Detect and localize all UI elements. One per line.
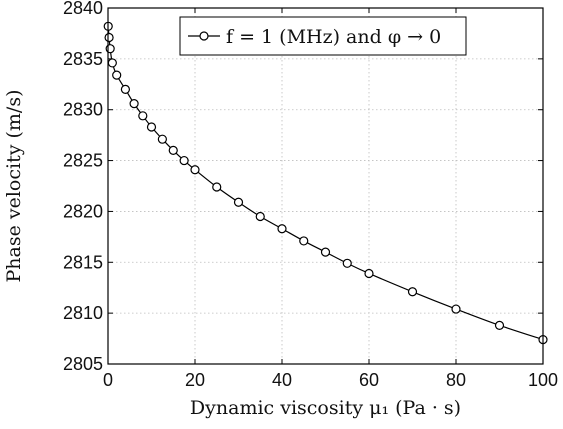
legend-box [179,16,467,56]
data-point [104,32,114,43]
y-tick-label: 2820 [63,201,103,221]
grid-layer [108,8,543,364]
data-point [179,155,189,166]
y-axis-title: Phase velocity (m/s) [3,90,25,283]
legend-label: f = 1 (MHz) and φ → 0 [226,26,441,48]
y-tick-label: 2835 [63,49,103,69]
data-point [120,84,131,94]
data-point [320,247,331,257]
data-point [107,58,117,68]
data-point [112,70,122,80]
x-tick-label: 100 [528,370,558,390]
x-axis-title: Dynamic viscosity μ₁ (Pa · s) [190,397,461,419]
data-point [364,268,374,279]
data-point [342,258,352,268]
series-layer [103,21,548,345]
y-tick-label: 2805 [63,354,103,374]
y-tick-label: 2815 [63,252,103,272]
data-point [129,99,139,109]
data-point [105,44,115,54]
data-point [451,304,461,314]
data-point [157,134,167,144]
legend: f = 1 (MHz) and φ → 0 [179,16,467,56]
legend-marker [199,31,209,41]
data-point [299,236,309,246]
x-tick-label: 20 [185,370,205,390]
x-tick-label: 40 [272,370,292,390]
y-tick-label: 2840 [63,0,103,18]
data-point [407,287,418,297]
ticks-layer: 0 20 40 60 80 100 2805 2810 2815 2820 2825 2830 2835… [63,0,558,390]
x-tick-label: 60 [359,370,379,390]
data-point [190,165,200,175]
data-point [168,145,178,155]
data-point [233,197,244,207]
y-tick-label: 2830 [63,100,103,120]
x-tick-label: 80 [446,370,466,390]
series-line [107,26,544,341]
data-point [277,224,287,234]
data-point [138,111,148,121]
data-point [255,211,265,222]
data-point [146,122,157,132]
y-tick-label: 2825 [63,151,103,171]
data-point [212,182,222,192]
plot-frame [107,7,544,365]
x-tick-label: 0 [103,370,113,390]
data-point [494,320,505,330]
y-tick-label: 2810 [63,303,103,323]
